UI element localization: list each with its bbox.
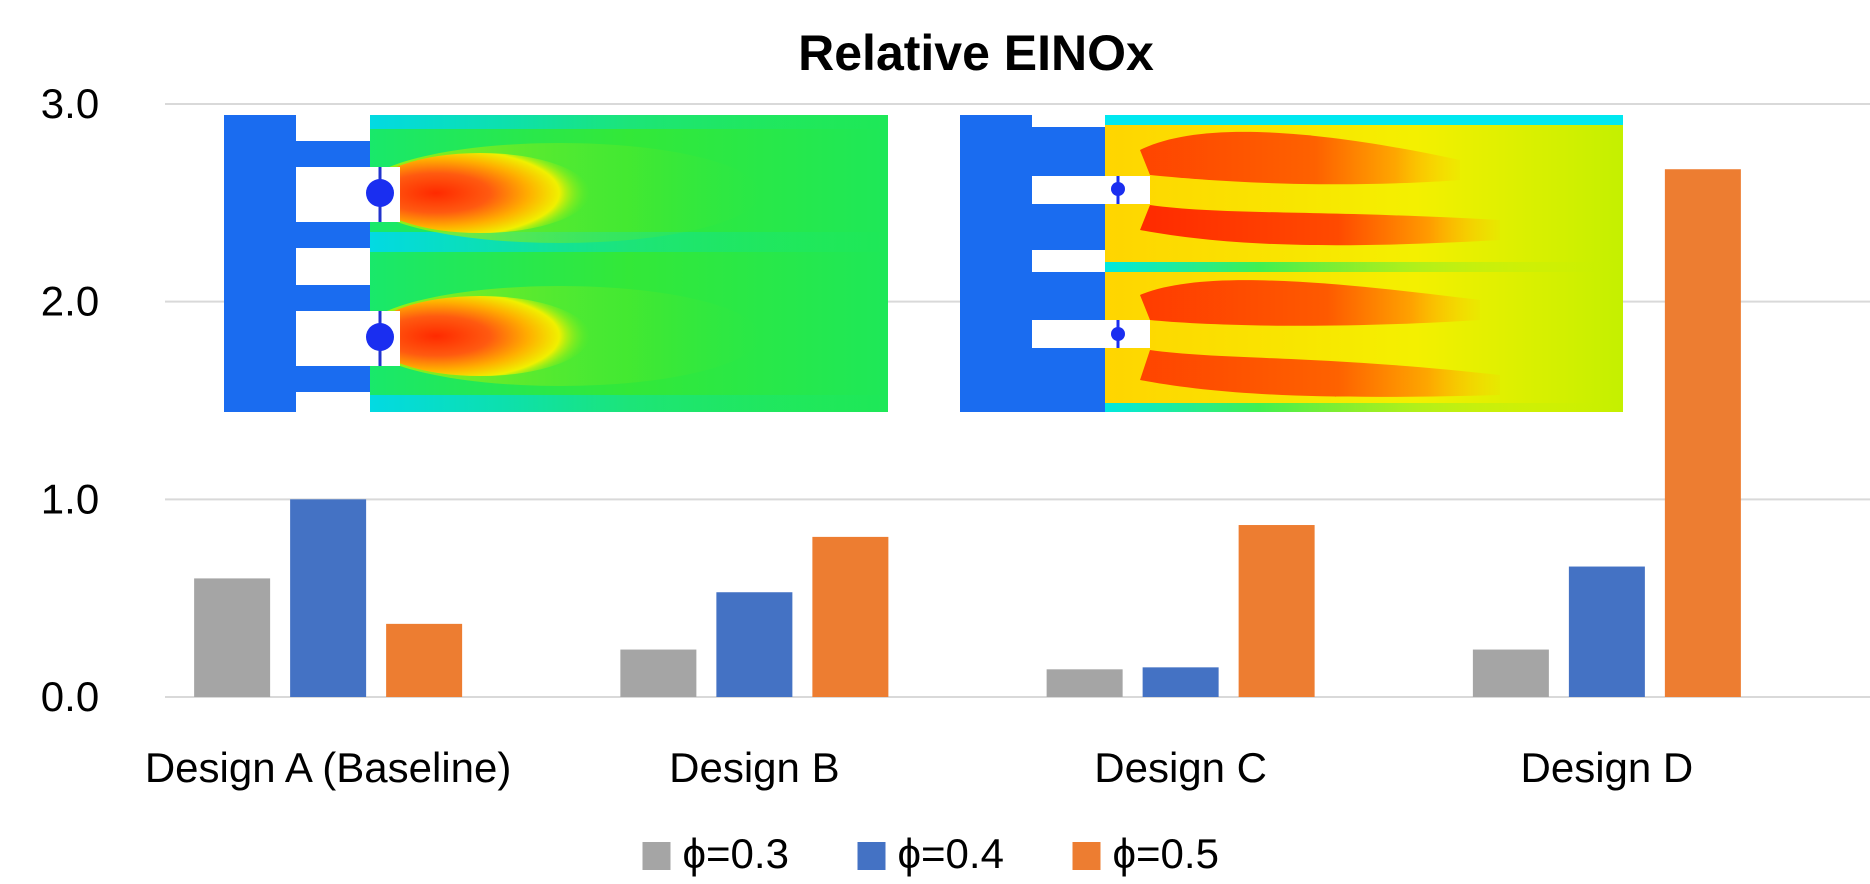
- bar-2-3: [1142, 667, 1219, 697]
- category-label: Design B: [669, 744, 839, 791]
- legend: ϕ=0.3 ϕ=0.4 ϕ=0.5: [642, 830, 1219, 877]
- chart-title: Relative EINOx: [798, 25, 1154, 81]
- category-label: Design C: [1094, 744, 1267, 791]
- y-tick-label: 3.0: [41, 80, 99, 127]
- y-tick-label: 1.0: [41, 475, 99, 522]
- bars: [194, 169, 1741, 698]
- bar-3-4: [1664, 169, 1741, 698]
- category-label: Design A (Baseline): [145, 744, 512, 791]
- bar-3-3: [1238, 525, 1315, 697]
- legend-swatch: [642, 842, 671, 870]
- bar-1-1: [194, 578, 271, 697]
- bar-3-2: [812, 536, 889, 697]
- bar-1-4: [1472, 649, 1549, 697]
- contour-plot-right: [960, 115, 1623, 412]
- legend-label: ϕ=0.3: [683, 830, 789, 877]
- bar-2-4: [1568, 566, 1645, 697]
- legend-swatch: [857, 842, 886, 870]
- y-tick-label: 2.0: [41, 278, 99, 325]
- x-tick-labels: Design A (Baseline) Design B Design C Desig…: [145, 744, 1693, 791]
- bar-2-1: [290, 499, 367, 697]
- bar-1-3: [1046, 669, 1123, 697]
- y-tick-labels: 0.0 1.0 2.0 3.0: [41, 80, 99, 720]
- contour-plot-left: [224, 115, 888, 412]
- category-label: Design D: [1521, 744, 1694, 791]
- legend-swatch: [1072, 842, 1101, 870]
- bar-2-2: [716, 592, 793, 697]
- bar-1-2: [620, 649, 697, 697]
- legend-label: ϕ=0.5: [1113, 830, 1219, 877]
- legend-label: ϕ=0.4: [898, 830, 1004, 877]
- bar-3-1: [386, 623, 463, 697]
- y-tick-label: 0.0: [41, 673, 99, 720]
